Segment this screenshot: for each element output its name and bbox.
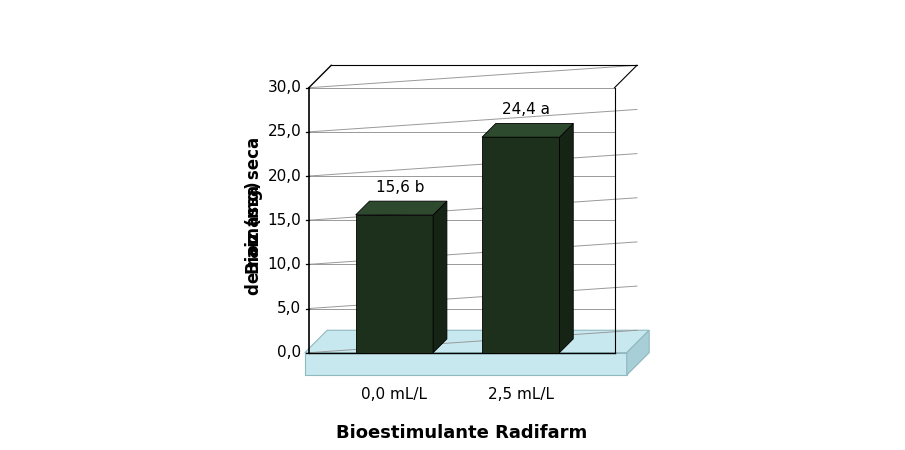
Polygon shape [559,123,573,353]
Polygon shape [482,123,573,137]
Text: 2,5 mL/L: 2,5 mL/L [488,387,554,402]
Text: 30,0: 30,0 [268,80,301,95]
Text: Biomassa seca: Biomassa seca [244,137,262,274]
Text: de raiz (mg): de raiz (mg) [244,182,262,295]
Polygon shape [305,353,627,375]
Text: 20,0: 20,0 [268,169,301,184]
Polygon shape [356,201,447,215]
Text: 0,0: 0,0 [277,345,301,360]
Text: 25,0: 25,0 [268,124,301,140]
Polygon shape [305,330,649,353]
Polygon shape [482,137,559,353]
Text: Bioestimulante Radifarm: Bioestimulante Radifarm [336,424,587,442]
Polygon shape [356,215,433,353]
Text: 5,0: 5,0 [277,301,301,316]
Text: 0,0 mL/L: 0,0 mL/L [361,387,427,402]
Text: 15,6 b: 15,6 b [376,180,424,195]
Polygon shape [433,201,447,353]
Polygon shape [627,330,649,375]
Text: 15,0: 15,0 [268,213,301,228]
Text: 24,4 a: 24,4 a [502,102,550,117]
Text: 10,0: 10,0 [268,257,301,272]
